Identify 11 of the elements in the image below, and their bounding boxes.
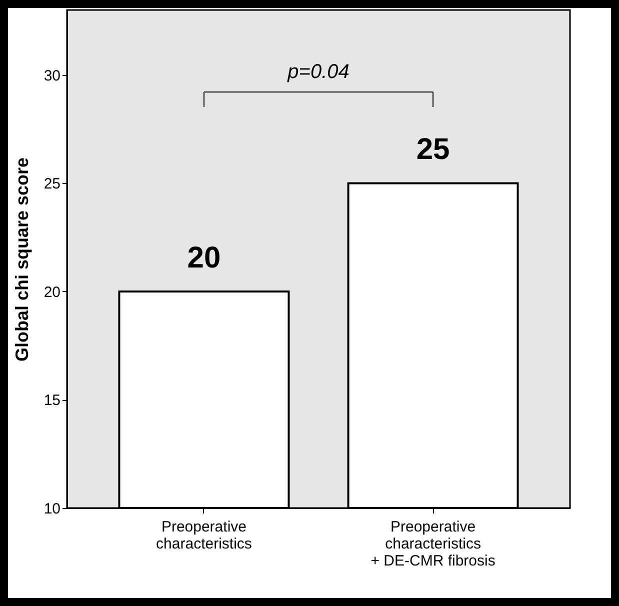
y-tick-label: 20 <box>44 284 60 301</box>
data-label: 25 <box>416 133 450 166</box>
annotation: p=0.04 <box>286 61 350 83</box>
data-label: 20 <box>187 241 221 274</box>
y-tick-label: 10 <box>44 500 60 518</box>
x-tick-label: Preoperative characteristics + DE-CMR fibrosis <box>370 518 496 570</box>
y-tick-label: 15 <box>44 392 60 410</box>
y-tick-label: 25 <box>44 176 60 193</box>
y-tick-label: 30 <box>44 67 60 84</box>
x-tick-label: Preoperative characteristics <box>156 518 252 552</box>
y-axis-title: Global chi square score <box>12 157 32 362</box>
